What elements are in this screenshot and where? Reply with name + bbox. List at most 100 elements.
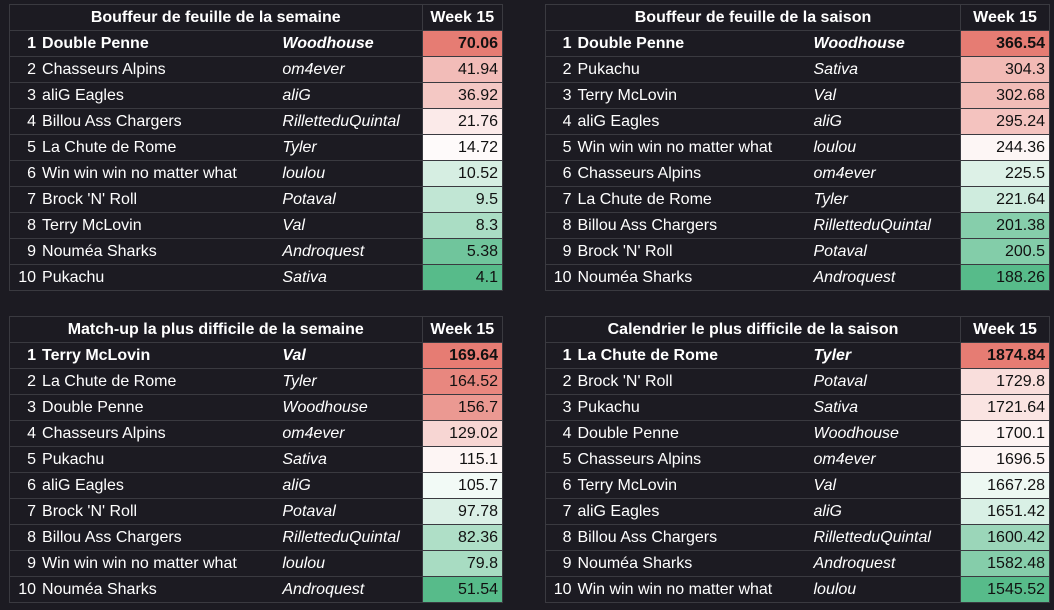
team-name: Nouméa Sharks <box>575 264 810 291</box>
rank-cell: 10 <box>545 576 576 603</box>
owner-name: Sativa <box>278 446 423 473</box>
score-value: 51.54 <box>421 576 503 603</box>
score-value: 302.68 <box>960 82 1051 109</box>
owner-name: Tyler <box>809 342 961 369</box>
rank-cell: 2 <box>545 368 576 395</box>
owner-name: Woodhouse <box>809 30 962 57</box>
score-value: 244.36 <box>960 134 1051 161</box>
rank-cell: 9 <box>545 238 576 265</box>
rank-cell: 6 <box>9 472 41 499</box>
score-value: 1696.5 <box>960 446 1050 473</box>
score-value: 9.5 <box>421 186 503 213</box>
score-value: 115.1 <box>421 446 503 473</box>
owner-name: aliG <box>809 108 962 135</box>
team-name: Double Penne <box>40 30 279 57</box>
team-name: Billou Ass Chargers <box>575 212 810 239</box>
owner-name: Potaval <box>278 186 423 213</box>
table-row: 3 aliG Eagles aliG 36.92 <box>9 82 503 109</box>
table-title: Bouffeur de feuille de la semaine <box>9 4 423 31</box>
table-row: 8 Billou Ass Chargers RilletteduQuintal 160… <box>545 524 1050 551</box>
rank-cell: 8 <box>545 524 576 551</box>
owner-name: Val <box>278 342 423 369</box>
table-row: 6 Terry McLovin Val 1667.28 <box>545 472 1050 499</box>
rank-cell: 8 <box>9 524 41 551</box>
table-row: 3 Double Penne Woodhouse 156.7 <box>9 394 503 421</box>
score-value: 21.76 <box>421 108 503 135</box>
score-value: 366.54 <box>960 30 1051 57</box>
rank-cell: 4 <box>9 108 41 135</box>
team-name: Terry McLovin <box>40 342 279 369</box>
week-header: Week 15 <box>960 4 1051 31</box>
rank-cell: 2 <box>9 56 41 83</box>
table-row: 6 Chasseurs Alpins om4ever 225.5 <box>545 160 1051 187</box>
rank-cell: 4 <box>545 420 576 447</box>
score-value: 1721.64 <box>960 394 1050 421</box>
team-name: Pukachu <box>40 264 279 291</box>
score-value: 156.7 <box>421 394 503 421</box>
owner-name: Potaval <box>809 238 962 265</box>
owner-name: RilletteduQuintal <box>278 108 423 135</box>
owner-name: Tyler <box>278 368 423 395</box>
score-value: 79.8 <box>421 550 503 577</box>
score-value: 1651.42 <box>960 498 1050 525</box>
table-row: 5 Chasseurs Alpins om4ever 1696.5 <box>545 446 1050 473</box>
owner-name: Val <box>278 212 423 239</box>
season-leaf-eater-table: Bouffeur de feuille de la saison Week 15… <box>544 4 1051 291</box>
owner-name: loulou <box>809 134 962 161</box>
weekly-leaf-eater-table: Bouffeur de feuille de la semaine Week 1… <box>9 4 503 291</box>
table-row: 9 Nouméa Sharks Androquest 5.38 <box>9 238 503 265</box>
table-row: 10 Pukachu Sativa 4.1 <box>9 264 503 291</box>
team-name: Nouméa Sharks <box>575 550 810 577</box>
score-value: 1600.42 <box>960 524 1050 551</box>
rank-cell: 3 <box>545 394 576 421</box>
rank-cell: 8 <box>545 212 576 239</box>
owner-name: om4ever <box>809 160 962 187</box>
table-row: 5 La Chute de Rome Tyler 14.72 <box>9 134 503 161</box>
rank-cell: 1 <box>545 342 576 369</box>
owner-name: aliG <box>809 498 961 525</box>
owner-name: om4ever <box>278 56 423 83</box>
rank-cell: 6 <box>9 160 41 187</box>
rank-cell: 1 <box>545 30 576 57</box>
owner-name: Androquest <box>809 550 961 577</box>
team-name: Chasseurs Alpins <box>40 56 279 83</box>
rank-cell: 10 <box>9 576 41 603</box>
owner-name: RilletteduQuintal <box>809 212 962 239</box>
score-value: 4.1 <box>421 264 503 291</box>
rank-cell: 1 <box>9 30 41 57</box>
team-name: Chasseurs Alpins <box>575 446 810 473</box>
score-value: 10.52 <box>421 160 503 187</box>
owner-name: aliG <box>278 82 423 109</box>
team-name: Billou Ass Chargers <box>575 524 810 551</box>
table-row: 2 La Chute de Rome Tyler 164.52 <box>9 368 503 395</box>
rank-cell: 7 <box>545 186 576 213</box>
table-row: 10 Nouméa Sharks Androquest 188.26 <box>545 264 1051 291</box>
owner-name: Val <box>809 472 961 499</box>
team-name: Pukachu <box>575 394 810 421</box>
score-value: 169.64 <box>421 342 503 369</box>
table-row: 4 Billou Ass Chargers RilletteduQuintal 21.… <box>9 108 503 135</box>
team-name: Pukachu <box>575 56 810 83</box>
team-name: Brock 'N' Roll <box>575 368 810 395</box>
owner-name: Androquest <box>278 576 423 603</box>
table-row: 2 Brock 'N' Roll Potaval 1729.8 <box>545 368 1050 395</box>
score-value: 105.7 <box>421 472 503 499</box>
table-row: 9 Nouméa Sharks Androquest 1582.48 <box>545 550 1050 577</box>
table-row: 2 Chasseurs Alpins om4ever 41.94 <box>9 56 503 83</box>
owner-name: Androquest <box>809 264 962 291</box>
rank-cell: 6 <box>545 472 576 499</box>
team-name: Win win win no matter what <box>575 134 810 161</box>
table-row: 10 Nouméa Sharks Androquest 51.54 <box>9 576 503 603</box>
rank-cell: 4 <box>9 420 41 447</box>
table-row: 5 Pukachu Sativa 115.1 <box>9 446 503 473</box>
owner-name: Androquest <box>278 238 423 265</box>
team-name: Brock 'N' Roll <box>575 238 810 265</box>
owner-name: RilletteduQuintal <box>278 524 423 551</box>
table-title: Match-up la plus difficile de la semaine <box>9 316 423 343</box>
team-name: La Chute de Rome <box>40 368 279 395</box>
score-value: 221.64 <box>960 186 1051 213</box>
table-title: Bouffeur de feuille de la saison <box>544 4 962 31</box>
score-value: 97.78 <box>421 498 503 525</box>
owner-name: Tyler <box>278 134 423 161</box>
week-header: Week 15 <box>421 4 503 31</box>
